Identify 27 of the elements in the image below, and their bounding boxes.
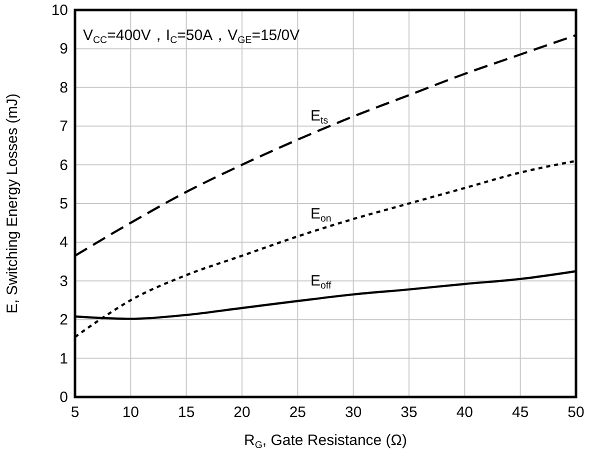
y-tick-label: 1 — [60, 350, 68, 368]
y-tick-label: 6 — [60, 156, 68, 174]
x-tick-label: 50 — [568, 404, 584, 421]
x-tick-label: 10 — [122, 404, 140, 421]
y-axis-title: E, Switching Energy Losses (mJ) — [4, 93, 21, 314]
x-tick-label: 15 — [178, 404, 195, 421]
series-label: E$_{off}$ — [310, 272, 332, 292]
y-tick-label: 0 — [60, 389, 68, 406]
y-tick-label: 5 — [60, 196, 68, 212]
x-tick-label: 20 — [234, 404, 250, 421]
series-label: E$_{ts}$ — [310, 107, 328, 126]
x-tick-label: 5 — [70, 404, 80, 421]
y-tick-label: 8 — [60, 79, 68, 96]
series-label: E$_{on}$ — [310, 205, 332, 224]
y-tick-label: 9 — [60, 40, 68, 58]
y-tick-label: 3 — [60, 272, 68, 290]
annotation: V$_{CC}$=400V，I$_{C}$=50A，V$_{GE}$=15/0V — [83, 27, 300, 46]
y-tick-label: 4 — [60, 234, 68, 252]
x-tick-label: 35 — [400, 404, 418, 421]
y-tick-label: 2 — [60, 312, 68, 329]
y-tick-label: 10 — [51, 2, 68, 19]
x-tick-label: 45 — [512, 404, 529, 421]
y-tick-label: 7 — [60, 118, 68, 136]
x-tick-label: 25 — [289, 404, 306, 421]
x-axis-title: R$_{G}$, Gate Resistance (Ω) — [244, 432, 408, 450]
x-tick-label: 40 — [456, 404, 474, 421]
x-tick-label: 30 — [344, 404, 362, 421]
